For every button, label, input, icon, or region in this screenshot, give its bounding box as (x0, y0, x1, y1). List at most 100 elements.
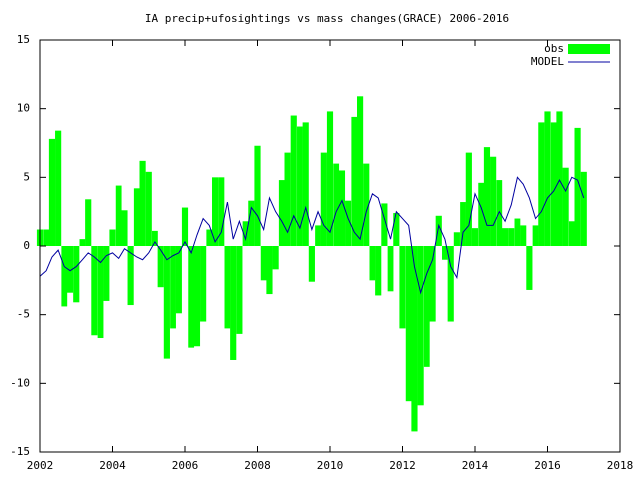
obs-box (61, 246, 68, 307)
x-tick-label: 2008 (244, 459, 271, 472)
obs-box (218, 177, 225, 246)
chart-title: IA precip+ufosightings vs mass changes(G… (145, 12, 509, 25)
obs-box (435, 215, 442, 246)
obs-box (562, 167, 569, 246)
obs-box (109, 229, 116, 246)
obs-box (502, 228, 509, 246)
obs-box (248, 200, 255, 246)
obs-box (387, 246, 394, 292)
y-tick-label: 5 (23, 170, 30, 183)
obs-box (345, 200, 352, 246)
obs-box (121, 210, 128, 246)
obs-box (526, 246, 533, 290)
obs-box (556, 111, 563, 246)
obs-box (574, 127, 581, 246)
obs-box (544, 111, 551, 246)
x-tick-label: 2002 (27, 459, 54, 472)
obs-box (308, 246, 315, 282)
obs-box (508, 228, 515, 246)
y-tick-label: -5 (17, 308, 30, 321)
obs-box (55, 130, 62, 246)
obs-box (290, 115, 297, 247)
legend-label: MODEL (531, 55, 564, 68)
obs-box (284, 152, 291, 246)
obs-box (514, 218, 521, 246)
obs-box (442, 246, 448, 260)
obs-box (297, 126, 303, 246)
obs-box (460, 202, 466, 246)
obs-box (163, 246, 170, 359)
obs-box (254, 145, 261, 246)
obs-box (478, 182, 485, 246)
obs-box (471, 228, 479, 246)
obs-box (465, 152, 472, 246)
obs-box (212, 177, 219, 246)
legend-label: obs (544, 42, 564, 55)
obs-box (85, 199, 92, 246)
obs-box (320, 152, 327, 246)
obs-box (357, 96, 364, 246)
obs-box (490, 156, 497, 246)
obs-box (453, 232, 460, 246)
obs-box (393, 213, 400, 246)
obs-box (375, 246, 382, 296)
obs-box (272, 246, 279, 270)
x-tick-label: 2014 (462, 459, 489, 472)
obs-box (103, 246, 110, 301)
obs-box (91, 246, 98, 336)
x-tick-label: 2018 (607, 459, 634, 472)
model-line (39, 176, 585, 295)
obs-box (532, 225, 539, 246)
obs-box (550, 122, 557, 246)
obs-box (206, 229, 213, 246)
obs-box (369, 246, 376, 281)
obs-box (73, 246, 80, 303)
obs-box (133, 188, 140, 246)
y-tick-label: 10 (17, 102, 30, 115)
obs-box (326, 111, 334, 246)
obs-box (152, 230, 158, 246)
obs-box (266, 246, 273, 295)
obs-box (193, 246, 201, 347)
obs-box (224, 246, 231, 329)
obs-box (338, 170, 346, 246)
obs-box (315, 225, 321, 246)
obs-box (333, 163, 340, 246)
y-tick-label: 15 (17, 33, 30, 46)
obs-box (175, 246, 182, 314)
obs-box (351, 116, 358, 246)
y-tick-label: -10 (10, 376, 30, 389)
obs-box (417, 246, 424, 406)
obs-box (79, 239, 86, 246)
obs-box (43, 229, 50, 246)
y-tick-label: -15 (10, 445, 30, 458)
obs-box (381, 203, 388, 246)
obs-box (496, 180, 503, 246)
obs-box (363, 163, 370, 246)
x-tick-label: 2004 (99, 459, 126, 472)
obs-box (200, 246, 207, 322)
obs-box (447, 246, 454, 322)
obs-box (230, 246, 237, 360)
obs-box (157, 246, 164, 288)
y-tick-label: 0 (23, 239, 30, 252)
obs-box (411, 246, 418, 432)
x-tick-label: 2010 (317, 459, 344, 472)
obs-box (242, 221, 249, 246)
obs-box (580, 171, 587, 246)
obs-box (423, 246, 430, 367)
obs-box (139, 160, 146, 246)
obs-box (483, 147, 491, 246)
obs-box (127, 246, 134, 306)
obs-box (260, 246, 267, 281)
obs-box (236, 246, 243, 334)
obs-box (67, 246, 74, 293)
obs-box (405, 246, 412, 402)
obs-box (302, 122, 309, 246)
obs-box (170, 246, 176, 329)
legend-swatch (568, 44, 610, 54)
obs-box (188, 246, 195, 348)
x-tick-label: 2006 (172, 459, 199, 472)
obs-box (278, 180, 285, 246)
